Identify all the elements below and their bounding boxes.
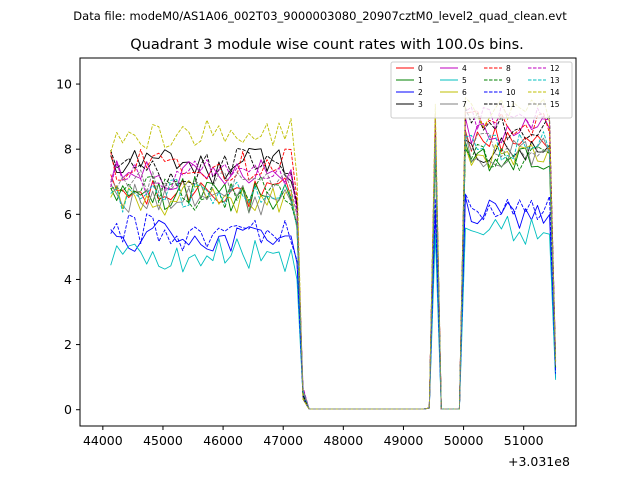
x-tick-label-47000: 47000 <box>263 433 303 448</box>
y-tick-label-4: 4 <box>64 272 72 287</box>
axis-layer: 44000 45000 46000 47000 48000 49000 50000 51000… <box>56 77 544 448</box>
legend-label-4: 4 <box>462 64 467 73</box>
legend-label-1: 1 <box>418 76 423 85</box>
series-layer <box>110 97 557 410</box>
legend-label-7: 7 <box>462 100 467 109</box>
legend-label-3: 3 <box>418 100 423 109</box>
x-tick-label-49000: 49000 <box>384 433 424 448</box>
legend-label-9: 9 <box>506 76 511 85</box>
legend-label-5: 5 <box>462 76 467 85</box>
legend-label-8: 8 <box>506 64 511 73</box>
x-tick-label-48000: 48000 <box>323 433 363 448</box>
plot-frame <box>79 57 577 427</box>
legend-label-11: 11 <box>506 100 516 109</box>
chart-title: Quadrant 3 module wise count rates with … <box>130 37 524 53</box>
legend-label-12: 12 <box>550 64 560 73</box>
legend-label-2: 2 <box>418 88 423 97</box>
legend-label-10: 10 <box>506 88 516 97</box>
x-tick-label-44000: 44000 <box>83 433 123 448</box>
legend-box <box>390 61 573 119</box>
x-tick-label-46000: 46000 <box>203 433 243 448</box>
legend-label-13: 13 <box>550 76 560 85</box>
y-tick-label-0: 0 <box>64 402 72 417</box>
x-offset-text: +3.031e8 <box>508 454 570 469</box>
x-tick-label-45000: 45000 <box>143 433 183 448</box>
y-tick-label-8: 8 <box>64 142 72 157</box>
series-line-10 <box>110 193 557 410</box>
legend-label-6: 6 <box>462 88 467 97</box>
x-tick-label-50000: 50000 <box>444 433 484 448</box>
series-line-13 <box>110 131 557 410</box>
y-tick-label-2: 2 <box>64 337 72 352</box>
legend-label-0: 0 <box>418 64 423 73</box>
y-tick-label-6: 6 <box>64 207 72 222</box>
series-line-12 <box>110 105 557 410</box>
data-file-label: Data file: modeM0/AS1A06_002T03_90000030… <box>73 9 567 23</box>
y-tick-label-10: 10 <box>56 77 72 92</box>
series-line-15 <box>110 132 557 410</box>
legend-label-15: 15 <box>550 100 560 109</box>
legend-label-14: 14 <box>550 88 560 97</box>
x-tick-label-51000: 51000 <box>504 433 544 448</box>
